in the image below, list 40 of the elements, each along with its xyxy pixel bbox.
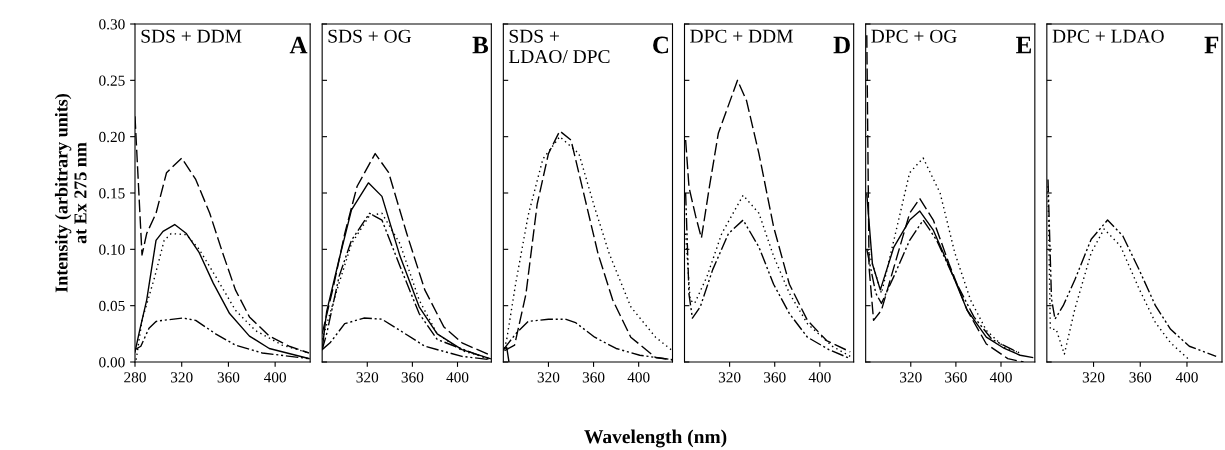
x-tick-label: 320 <box>718 372 741 383</box>
chart-title: DPC + DDM <box>690 29 793 43</box>
x-tick-label: 400 <box>446 372 469 383</box>
text: SDS + LDAO/ DPC <box>508 29 610 64</box>
x-tick-label: 280 <box>124 372 146 383</box>
x-tick-label: 320 <box>537 372 560 383</box>
x-tick-label: 400 <box>808 372 831 383</box>
chart-title: SDS + DDM <box>141 29 242 43</box>
x-tick-label: 360 <box>582 372 605 383</box>
x-tick-label: 360 <box>401 372 424 383</box>
annotation: E <box>1016 36 1032 54</box>
x-axis-title: Wavelength (nm) <box>584 429 727 448</box>
x-tick-label: 320 <box>356 372 379 383</box>
y-tick-label: 0.15 <box>99 188 125 199</box>
x-tick-label: 320 <box>900 372 922 383</box>
annotation: D <box>833 36 850 54</box>
chart-title: SDS + OG <box>328 29 412 43</box>
x-tick-label: 360 <box>217 372 240 383</box>
y-tick-label: 0.10 <box>99 244 125 255</box>
x-tick-label: 360 <box>1129 372 1152 383</box>
x-tick-label: 400 <box>627 372 650 383</box>
x-tick-label: 400 <box>263 372 287 383</box>
x-tick-label: 320 <box>170 372 193 383</box>
y-tick-label: 0.25 <box>99 75 125 86</box>
annotation: A <box>289 36 308 54</box>
x-tick-label: 360 <box>945 372 967 383</box>
annotation: C <box>653 36 669 54</box>
annotation: B <box>472 36 489 54</box>
x-tick-label: 360 <box>763 372 786 383</box>
chart-title: DPC + LDAO <box>1052 29 1164 43</box>
y-tick-label: 0.00 <box>99 357 125 368</box>
x-tick-label: 320 <box>1082 372 1105 383</box>
y-tick-label: 0.05 <box>99 300 125 312</box>
chart-title: DPC + OG <box>871 29 957 43</box>
y-axis-title: Intensity (arbitrary units) at Ex 275 nm <box>54 93 87 293</box>
y-tick-label: 0.20 <box>99 131 125 143</box>
x-tick-label: 400 <box>1175 372 1198 383</box>
y-tick-label: 0.30 <box>99 19 125 30</box>
x-tick-label: 400 <box>989 372 1012 383</box>
annotation: F <box>1204 36 1219 54</box>
